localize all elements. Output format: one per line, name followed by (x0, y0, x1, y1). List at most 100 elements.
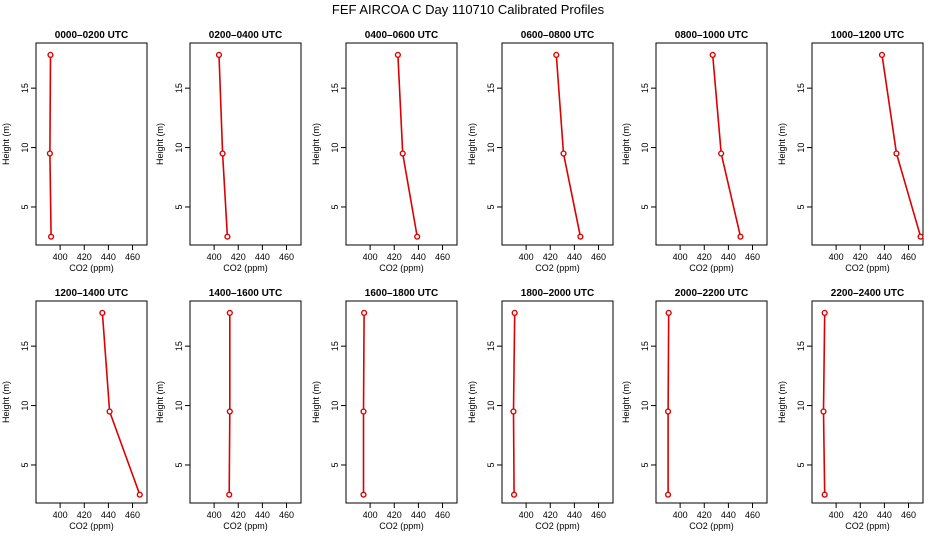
panel-title: 2200–2400 UTC (831, 288, 904, 299)
y-tick-label: 5 (796, 204, 806, 209)
profile-line (555, 54, 582, 237)
panel-frame (35, 42, 148, 246)
panel-title: 1800–2000 UTC (521, 288, 594, 299)
y-tick-label: 10 (796, 143, 806, 153)
y-tick-label: 5 (20, 462, 30, 467)
data-point (215, 51, 223, 58)
panel-9: 1600–1800 UTC 400 420 440 460 5 10 15 CO2 (ppm) H… (311, 288, 458, 531)
panel-frame (501, 300, 614, 504)
y-tick-label: 5 (330, 462, 340, 467)
profile-line (49, 54, 52, 237)
panel-11: 2000–2200 UTC 400 420 440 460 5 10 15 CO2 (ppm) H… (621, 288, 768, 531)
y-tick-label: 15 (796, 83, 806, 93)
y-axis-label: Height (m) (155, 381, 165, 423)
x-axis-label: CO2 (ppm) (69, 263, 114, 273)
y-tick-label: 15 (640, 341, 650, 351)
y-axis-label: Height (m) (621, 381, 631, 423)
x-tick-label: 440 (877, 252, 892, 262)
x-tick-label: 420 (387, 510, 402, 520)
panel-2: 0200–0400 UTC 400 420 440 460 5 10 15 CO2 (ppm) H… (155, 30, 302, 273)
data-point (718, 150, 725, 157)
x-tick-label: 400 (519, 510, 534, 520)
panel-title: 0200–0400 UTC (209, 30, 282, 41)
panel-12: 2200–2400 UTC 400 420 440 460 5 10 15 CO2 (ppm) H… (777, 288, 924, 531)
data-point (665, 309, 672, 316)
data-point (664, 491, 672, 498)
y-tick-label: 5 (174, 462, 184, 467)
y-tick-label: 15 (796, 341, 806, 351)
y-tick-label: 5 (486, 204, 496, 209)
y-axis-label: Height (m) (311, 381, 321, 423)
data-point (99, 309, 106, 316)
x-tick-label: 440 (101, 510, 116, 520)
data-point (560, 150, 567, 157)
panel-title: 0600–0800 UTC (521, 30, 594, 41)
x-tick-label: 420 (853, 252, 868, 262)
x-axis-label: CO2 (ppm) (535, 521, 580, 531)
panel-frame (811, 42, 924, 246)
x-axis-label: CO2 (ppm) (69, 521, 114, 531)
x-tick-label: 400 (673, 252, 688, 262)
x-tick-label: 400 (207, 252, 222, 262)
x-tick-label: 440 (721, 252, 736, 262)
x-tick-label: 400 (829, 510, 844, 520)
data-point (414, 233, 421, 240)
profile-line (362, 312, 365, 495)
data-point (664, 408, 672, 415)
x-tick-label: 440 (877, 510, 892, 520)
data-point (510, 408, 517, 415)
x-tick-label: 400 (53, 252, 68, 262)
data-point (577, 233, 584, 240)
profile-line (711, 54, 742, 237)
x-tick-label: 460 (901, 252, 916, 262)
x-tick-label: 460 (745, 252, 760, 262)
y-tick-label: 10 (640, 401, 650, 411)
y-tick-label: 10 (796, 401, 806, 411)
y-axis-label: Height (m) (1, 123, 11, 165)
y-axis-label: Height (m) (467, 123, 477, 165)
data-point (553, 51, 560, 58)
data-point (394, 51, 401, 58)
panel-title: 1600–1800 UTC (365, 288, 438, 299)
y-tick-label: 15 (20, 83, 30, 93)
y-tick-label: 15 (486, 341, 496, 351)
y-tick-label: 10 (20, 143, 30, 153)
data-point (878, 51, 886, 58)
panel-7: 1200–1400 UTC 400 420 440 460 5 10 15 CO2 (ppm) H… (1, 288, 148, 531)
y-tick-label: 15 (330, 83, 340, 93)
x-axis-label: CO2 (ppm) (223, 263, 268, 273)
x-tick-label: 400 (519, 252, 534, 262)
x-tick-label: 400 (53, 510, 68, 520)
panel-frame (345, 42, 458, 246)
x-tick-label: 400 (673, 510, 688, 520)
y-tick-label: 5 (796, 462, 806, 467)
panel-title: 1400–1600 UTC (209, 288, 282, 299)
data-point (224, 233, 231, 240)
panel-frame (501, 42, 614, 246)
data-point (47, 233, 55, 240)
x-tick-label: 400 (829, 252, 844, 262)
data-point (737, 233, 744, 240)
panel-3: 0400–0600 UTC 400 420 440 460 5 10 15 CO2 (ppm) H… (311, 30, 458, 273)
panel-6: 1000–1200 UTC 400 420 440 460 5 10 15 CO2 (ppm) H… (777, 30, 924, 273)
data-point (399, 150, 406, 157)
panel-frame (189, 300, 302, 504)
panel-10: 1800–2000 UTC 400 420 440 460 5 10 15 CO2 (ppm) H… (467, 288, 614, 531)
data-point (917, 233, 924, 240)
data-point (821, 309, 828, 316)
profile-line (667, 312, 670, 495)
x-tick-label: 420 (231, 252, 246, 262)
x-tick-label: 400 (363, 510, 378, 520)
x-tick-label: 460 (745, 510, 760, 520)
panel-1: 0000–0200 UTC 400 420 440 460 5 10 15 CO2 (ppm) H… (1, 30, 148, 273)
x-tick-label: 460 (435, 510, 450, 520)
data-point (106, 408, 113, 415)
y-tick-label: 15 (174, 341, 184, 351)
data-point (360, 491, 367, 498)
y-axis-label: Height (m) (155, 123, 165, 165)
profile-line (397, 54, 418, 237)
panel-frame (189, 42, 302, 246)
data-point (360, 408, 367, 415)
